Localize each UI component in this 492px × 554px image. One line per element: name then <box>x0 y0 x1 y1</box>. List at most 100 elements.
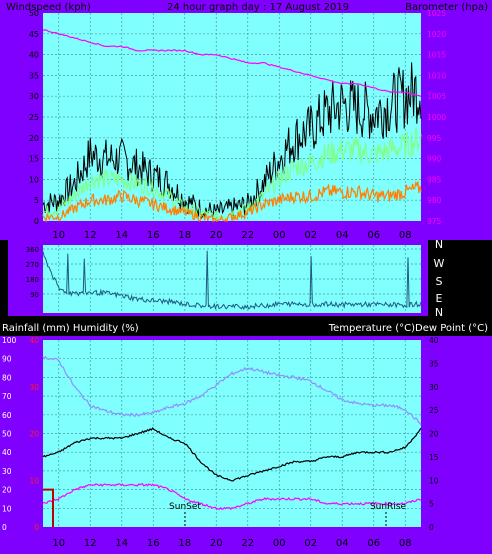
wind-x-tick: 10 <box>52 230 65 241</box>
temp-x-tick: 08 <box>399 538 412 549</box>
wind-x-tick: 08 <box>399 230 412 241</box>
wind-left-tick: 10 <box>29 175 39 184</box>
dir-label-e: E <box>436 292 443 305</box>
baro-right-tick: 1020 <box>427 30 446 39</box>
wind-left-tick: 45 <box>29 30 39 39</box>
rain-tick: 20 <box>29 430 39 439</box>
rain-tick: 10 <box>29 476 39 485</box>
wind-left-tick: 40 <box>29 51 39 60</box>
temp-dewpoint-axis-title: Temperature (°C)Dew Point (°C) <box>328 323 488 334</box>
temp-right-tick: 35 <box>429 359 439 368</box>
wind-left-tick: 35 <box>29 71 39 80</box>
wind-left-tick: 50 <box>29 9 39 18</box>
baro-right-tick: 1025 <box>427 9 446 18</box>
temp-grid <box>43 340 421 527</box>
wind-left-tick: 30 <box>29 92 39 101</box>
humidity-left-tick: 40 <box>2 448 12 457</box>
temp-x-tick: 22 <box>241 538 254 549</box>
wind-left-tick: 0 <box>34 217 39 226</box>
temp-x-tick: 14 <box>115 538 128 549</box>
wind-x-tick: 12 <box>84 230 97 241</box>
rain-tick: 30 <box>29 383 39 392</box>
temp-x-tick: 10 <box>52 538 65 549</box>
humidity-left-tick: 20 <box>2 486 12 495</box>
baro-right-tick: 975 <box>427 217 442 226</box>
humidity-line <box>42 355 422 426</box>
wind-grid <box>43 13 421 221</box>
temp-x-tick: 16 <box>147 538 160 549</box>
humidity-left-tick: 0 <box>2 523 7 532</box>
humidity-left-tick: 90 <box>2 355 12 364</box>
wind-x-tick: 20 <box>210 230 223 241</box>
graph-title: 24 hour graph day : 17 August 2019 <box>167 2 349 13</box>
temp-right-tick: 15 <box>429 453 439 462</box>
rain-humidity-axis-title: Rainfall (mm) Humidity (%) <box>2 323 139 334</box>
temp-right-tick: 10 <box>429 476 439 485</box>
baro-right-tick: 990 <box>427 155 442 164</box>
dir-label-s: S <box>436 275 443 288</box>
wind-series-group <box>42 29 422 224</box>
temp-x-tick: 04 <box>336 538 349 549</box>
temp-right-tick: 25 <box>429 406 439 415</box>
humidity-left-tick: 70 <box>2 392 12 401</box>
wind-x-tick: 06 <box>367 230 380 241</box>
wind-left-tick: 5 <box>34 196 39 205</box>
wind-gust-line <box>42 62 422 220</box>
humidity-left-tick: 100 <box>2 336 17 345</box>
baro-right-tick: 1005 <box>427 92 446 101</box>
baro-right-tick: 995 <box>427 134 442 143</box>
temp-right-tick: 40 <box>429 336 439 345</box>
wind-x-tick: 14 <box>115 230 128 241</box>
dew-point-line <box>42 483 422 511</box>
wind-speed-line <box>42 180 422 224</box>
dir-label-w: W <box>434 257 445 270</box>
rainfall-line <box>43 488 54 527</box>
wind-left-tick: 20 <box>29 134 39 143</box>
baro-right-tick: 1010 <box>427 71 446 80</box>
wind-x-tick: 18 <box>178 230 191 241</box>
humidity-left-tick: 10 <box>2 504 12 513</box>
sunset-label: SunSet <box>169 502 201 512</box>
temp-x-tick: 20 <box>210 538 223 549</box>
humidity-left-tick: 80 <box>2 373 12 382</box>
sunrise-label: SunRise <box>370 502 407 512</box>
dir-left-tick: 90 <box>30 291 39 299</box>
temp-x-tick: 12 <box>84 538 97 549</box>
humidity-left-tick: 50 <box>2 430 12 439</box>
rain-tick: 40 <box>29 336 39 345</box>
temp-right-tick: 20 <box>429 430 439 439</box>
baro-right-tick: 985 <box>427 175 442 184</box>
wind-direction-line <box>42 250 422 311</box>
temp-right-tick: 30 <box>429 383 439 392</box>
rain-tick: 0 <box>34 523 39 532</box>
humidity-left-tick: 30 <box>2 467 12 476</box>
wind-dir-series-group <box>42 250 422 311</box>
dir-left-tick: 360 <box>26 246 39 254</box>
temp-x-tick: 18 <box>178 538 191 549</box>
temp-series-group <box>42 355 422 527</box>
wind-x-tick: 00 <box>273 230 286 241</box>
wind-x-tick: 22 <box>241 230 254 241</box>
baro-right-tick: 1000 <box>427 113 446 122</box>
dir-label-n-bottom: N <box>435 306 443 319</box>
temp-x-tick: 06 <box>367 538 380 549</box>
baro-right-tick: 1015 <box>427 51 446 60</box>
wind-x-tick: 04 <box>336 230 349 241</box>
wind-left-tick: 25 <box>29 113 39 122</box>
temp-x-tick: 00 <box>273 538 286 549</box>
temperature-line <box>42 427 422 482</box>
baro-right-tick: 980 <box>427 196 442 205</box>
dir-left-tick: 180 <box>26 276 39 284</box>
humidity-left-tick: 60 <box>2 411 12 420</box>
dir-left-tick: 270 <box>26 261 39 269</box>
barometer-axis-title: Barometer (hpa) <box>405 2 488 13</box>
wind-x-tick: 16 <box>147 230 160 241</box>
temp-right-tick: 5 <box>429 500 434 509</box>
temp-x-tick: 02 <box>304 538 317 549</box>
windspeed-axis-title: Windspeed (kph) <box>6 2 91 13</box>
dir-label-n-top: N <box>435 238 443 251</box>
barometer-line <box>42 29 422 97</box>
tick-labels-group: 0510152025303540455097598098599099510001… <box>2 9 446 549</box>
